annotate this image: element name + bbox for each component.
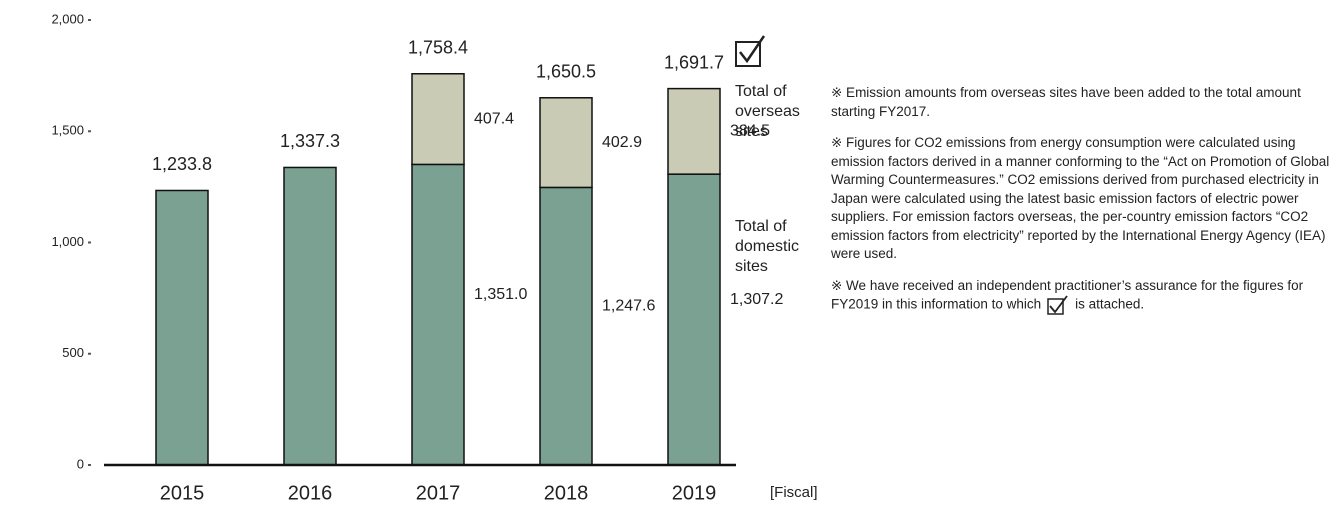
x-tick-label: 2015	[160, 482, 205, 504]
bar-segment	[411, 163, 465, 466]
notes: ※ Emission amounts from overseas sites h…	[831, 84, 1331, 328]
total-label: 1,758.4	[408, 38, 468, 58]
bar-segment	[411, 73, 465, 166]
note: ※ Figures for CO2 emissions from energy …	[831, 135, 1330, 261]
total-label: 1,233.8	[152, 154, 212, 174]
chart: [Fiscal] 0 500 1,000 1,500 2,000 1,233.8 2015 1…	[51, 11, 818, 504]
x-tick-label: 2019	[672, 482, 717, 504]
total-label: 1,337.3	[280, 131, 340, 151]
value-label: 384.5	[730, 123, 770, 140]
bar-segment	[539, 97, 593, 189]
note: is attached.	[1075, 296, 1145, 312]
y-tick-label: 500	[62, 345, 84, 360]
assurance-mark	[735, 35, 766, 67]
x-tick-label: 2017	[416, 482, 461, 504]
y-tick-label: 0	[77, 456, 84, 471]
x-tick-label: 2016	[288, 482, 333, 504]
value-label: 1,351.0	[474, 286, 527, 303]
value-label: 402.9	[602, 134, 642, 151]
value-label: 1,247.6	[602, 297, 655, 314]
note: ※ We have received an independent practi…	[831, 277, 1331, 316]
note: ※ Emission amounts from overseas sites h…	[831, 85, 1301, 119]
bar-segment	[539, 186, 593, 466]
total-label: 1,691.7	[664, 52, 724, 72]
bar-segment	[155, 189, 209, 466]
y-tick-label: 1,000	[51, 234, 84, 249]
bar-segment	[283, 166, 337, 466]
x-axis-label: [Fiscal]	[770, 484, 818, 501]
bar-segment	[667, 173, 721, 466]
legend-overseas: Total of overseas sites	[735, 83, 800, 140]
bar-segment	[667, 87, 721, 175]
note: ※ We have received an independent practi…	[831, 277, 1304, 312]
legend-domestic: Total of domestic sites	[735, 218, 800, 275]
assurance-mark	[1047, 295, 1068, 315]
y-tick-label: 2,000	[51, 11, 84, 26]
value-label: 1,307.2	[730, 291, 783, 308]
total-label: 1,650.5	[536, 62, 596, 82]
x-tick-label: 2018	[544, 482, 589, 504]
y-tick-label: 1,500	[51, 123, 84, 138]
value-label: 407.4	[474, 110, 514, 127]
